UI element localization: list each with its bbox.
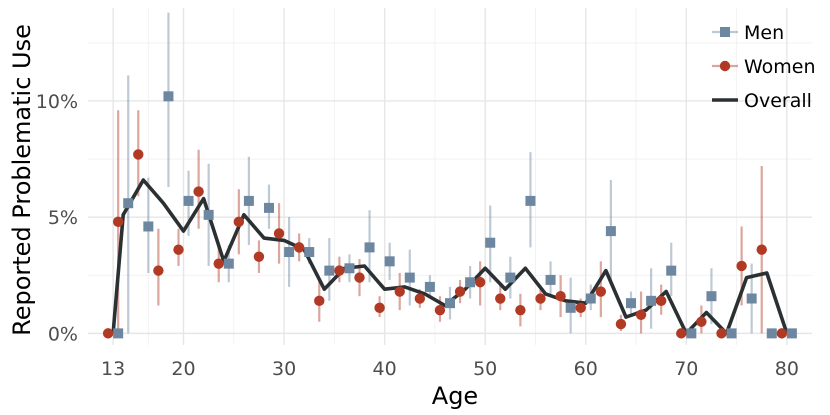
women-point <box>354 272 365 283</box>
men-point <box>646 295 657 306</box>
y-tick-label: 5% <box>48 207 78 229</box>
men-point <box>746 293 757 304</box>
men-point <box>666 265 677 276</box>
women-point <box>515 304 526 316</box>
women-point <box>112 216 124 228</box>
women-point <box>374 302 385 314</box>
women-point <box>595 286 607 297</box>
men-point <box>183 195 194 206</box>
men-point <box>445 298 455 309</box>
women-point <box>434 304 446 316</box>
error-bar-layer <box>117 12 763 334</box>
women-point <box>615 318 627 330</box>
men-point <box>605 226 616 237</box>
women-point <box>414 293 426 304</box>
men-point <box>304 247 315 258</box>
x-tick-label: 20 <box>171 358 195 380</box>
men-point <box>344 263 355 274</box>
men-point <box>223 258 234 269</box>
women-point <box>193 186 204 197</box>
legend: Men Women Overall <box>712 22 816 112</box>
y-tick-label: 10% <box>36 91 78 113</box>
men-point <box>203 209 214 220</box>
men-point <box>384 256 395 267</box>
men-point <box>686 328 697 339</box>
women-point <box>454 286 466 297</box>
men-point <box>626 298 636 309</box>
men-point <box>545 274 556 285</box>
women-point <box>213 258 224 269</box>
men-point <box>505 272 516 283</box>
women-point <box>555 290 566 302</box>
women-point <box>102 328 114 339</box>
men-point <box>243 195 254 206</box>
men-point <box>726 328 737 339</box>
women-point <box>233 216 245 228</box>
women-point <box>495 293 506 304</box>
women-point <box>314 295 325 307</box>
women-point <box>273 228 285 239</box>
women-point <box>756 244 767 255</box>
women-point <box>736 260 747 272</box>
x-axis-title: Age <box>432 382 478 410</box>
x-tick-label: 13 <box>101 358 125 380</box>
men-point <box>766 328 777 339</box>
marker-layer <box>102 91 797 339</box>
men-point <box>706 291 717 302</box>
women-point <box>133 149 144 160</box>
women-point <box>474 277 486 288</box>
men-point <box>324 265 335 276</box>
women-point <box>153 265 164 276</box>
x-tick-label: 60 <box>574 358 598 380</box>
women-point <box>635 309 647 320</box>
x-tick-label: 30 <box>272 358 296 380</box>
women-point <box>253 251 265 262</box>
women-point <box>676 328 687 339</box>
women-point <box>776 328 788 339</box>
x-tick-label: 70 <box>674 358 698 380</box>
women-point <box>575 302 586 314</box>
men-point <box>163 91 174 102</box>
legend-women-label: Women <box>744 56 816 78</box>
legend-women-marker <box>719 60 731 72</box>
men-point <box>525 195 536 206</box>
x-tick-label: 50 <box>473 358 497 380</box>
y-tick-label: 0% <box>48 323 78 345</box>
men-point <box>113 328 124 339</box>
men-point <box>264 202 274 213</box>
men-point <box>364 242 375 253</box>
women-point <box>334 265 345 276</box>
legend-overall-label: Overall <box>744 90 812 112</box>
women-point <box>696 316 707 327</box>
men-point <box>565 302 576 313</box>
men-point <box>786 328 797 339</box>
men-point <box>404 272 415 283</box>
women-point <box>655 295 667 307</box>
women-point <box>173 244 184 255</box>
men-point <box>485 237 496 248</box>
x-tick-label: 40 <box>373 358 397 380</box>
men-point <box>284 247 295 258</box>
men-point <box>465 277 476 288</box>
legend-men-marker <box>720 27 730 37</box>
women-point <box>535 293 546 304</box>
women-point <box>293 242 305 253</box>
tick-label-layer: 13 20 30 40 50 60 70 80 0% 5% 10% <box>36 91 799 380</box>
men-point <box>143 221 154 232</box>
men-point <box>123 198 134 209</box>
legend-men-label: Men <box>744 22 784 44</box>
x-tick-label: 80 <box>775 358 799 380</box>
women-point <box>394 286 405 297</box>
y-axis-title: Reported Problematic Use <box>8 24 36 336</box>
men-point <box>585 293 596 304</box>
men-point <box>424 281 435 292</box>
women-point <box>716 328 727 339</box>
